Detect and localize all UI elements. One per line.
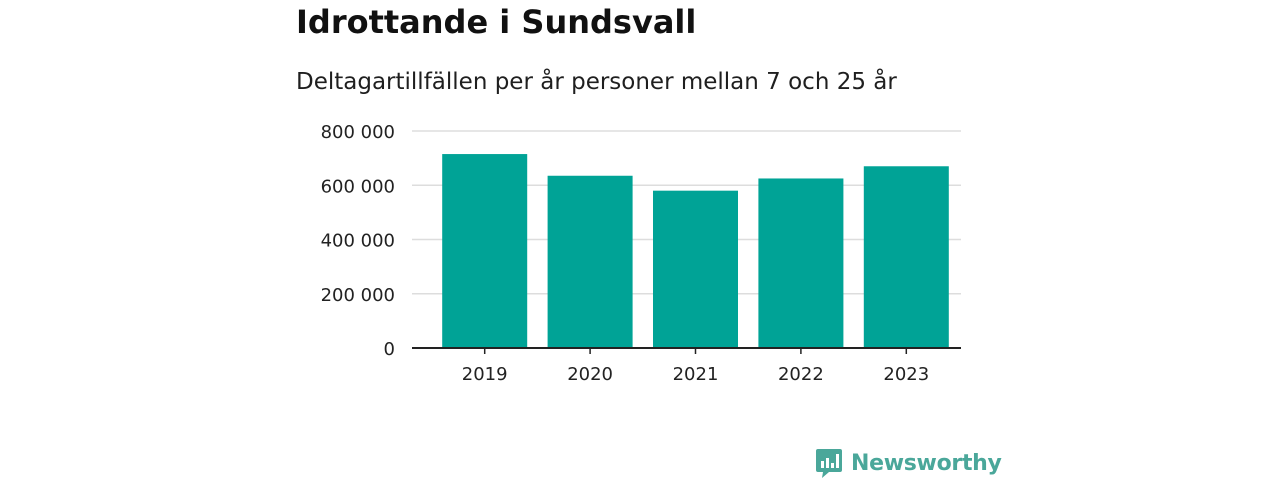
bar-2019 [442,154,528,348]
bar-2023 [863,166,949,348]
y-tick-label: 400 000 [321,231,395,252]
chart-subtitle: Deltagartillfällen per år personer mella… [296,69,897,95]
y-tick-label: 200 000 [321,285,395,306]
y-tick-label: 600 000 [321,176,395,197]
bar-2021 [653,190,738,348]
newsworthy-logo-text: Newsworthy [851,450,1002,476]
newsworthy-logo-icon [816,449,842,478]
newsworthy-logo[interactable]: Newsworthy [815,446,1002,480]
x-tick-label: 2021 [673,364,719,385]
x-tick-label: 2022 [778,364,824,385]
bar-2020 [547,175,633,348]
x-tick-label: 2020 [567,364,613,385]
bar-2022 [758,178,844,348]
x-tick-label: 2023 [883,364,929,385]
chart-title: Idrottande i Sundsvall [296,3,697,41]
x-tick-label: 2019 [462,364,508,385]
y-tick-label: 800 000 [321,122,395,143]
y-tick-label: 0 [384,339,395,360]
